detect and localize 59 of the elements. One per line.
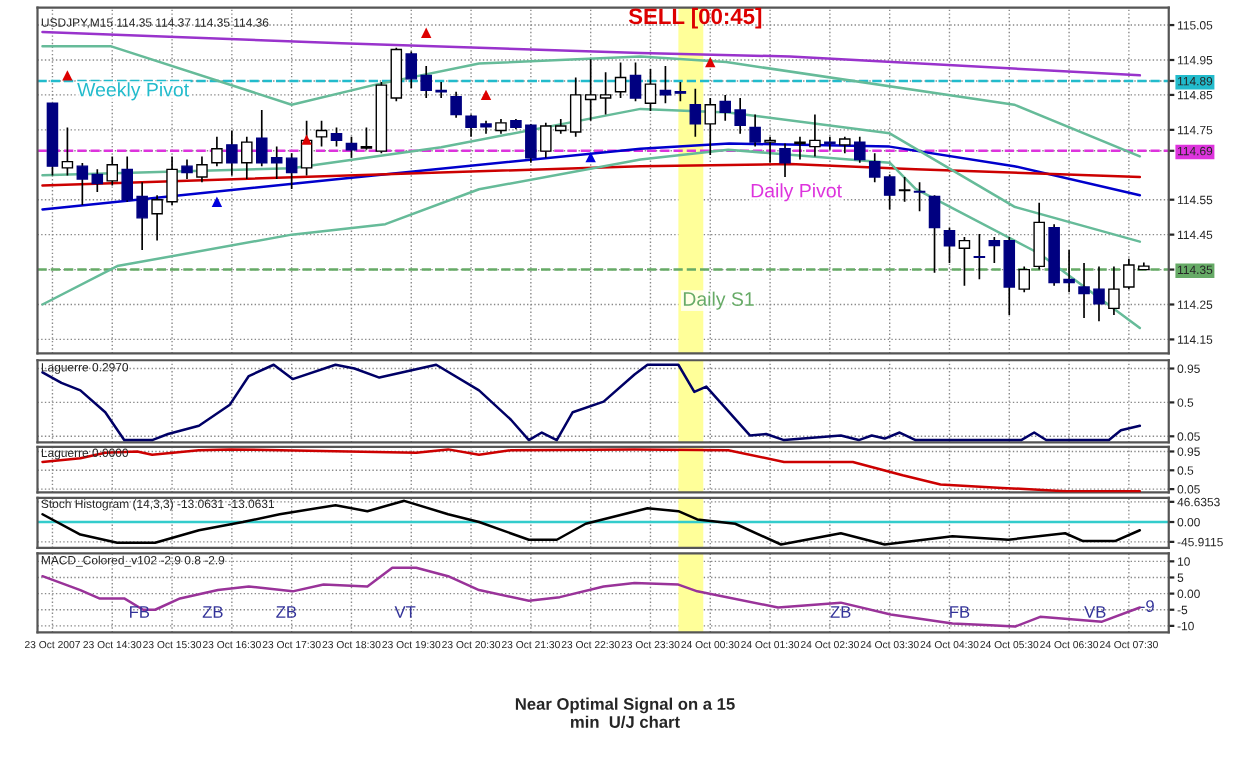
annotation: ZB [276, 606, 297, 618]
point [705, 56, 716, 68]
line-series [41, 30, 1142, 77]
candlestick [764, 136, 776, 164]
candlestick [1108, 265, 1120, 316]
candlestick [285, 152, 298, 190]
candlestick [76, 162, 89, 206]
line-series [41, 448, 1142, 493]
line-series [41, 499, 1142, 546]
candlestick [943, 226, 956, 264]
annotation: -9 [1140, 600, 1154, 612]
point [62, 70, 73, 81]
candlestick [599, 71, 612, 116]
candlestick [779, 142, 791, 178]
line-series [41, 148, 1142, 330]
ref-line-label: Daily Pivot [751, 183, 842, 202]
point [480, 89, 492, 101]
candlestick [629, 61, 642, 103]
ref-line-label: Daily S1 [683, 291, 754, 310]
candlestick [973, 233, 986, 281]
candlestick [704, 97, 717, 156]
candlestick [988, 236, 1001, 264]
point [585, 151, 596, 163]
candlestick [1033, 202, 1045, 271]
candlestick [211, 136, 223, 168]
annotation: ZB [202, 606, 223, 618]
annotation: FB [130, 606, 150, 618]
ref-line-label: Weekly Pivot [77, 82, 189, 101]
candlestick [584, 58, 597, 122]
line-series [41, 566, 1142, 628]
candlestick [913, 181, 926, 213]
annotation: VB [1084, 606, 1106, 618]
candlestick [315, 119, 328, 148]
candlestick [674, 81, 687, 103]
annotation: VT [394, 606, 416, 618]
point [301, 134, 312, 145]
line-series [41, 142, 1142, 211]
candlestick [1018, 265, 1031, 294]
candlestick [360, 126, 373, 151]
annotation: ZB [830, 606, 851, 618]
candlestick [614, 61, 627, 99]
line-series [41, 45, 1142, 158]
annotation: FB [950, 606, 970, 618]
candlestick [644, 68, 657, 112]
line-series [41, 363, 1142, 442]
candlestick [958, 236, 971, 287]
candlestick [450, 90, 462, 119]
point [421, 27, 432, 38]
candlestick [196, 155, 208, 184]
text: Near Optimal Signal on a 15 min U/J chart [515, 697, 735, 729]
annotation: SELL [00:45] [628, 7, 762, 29]
point [211, 196, 223, 207]
candlestick [928, 194, 941, 274]
candlestick [330, 126, 343, 148]
candlestick [61, 126, 74, 177]
candlestick [898, 176, 911, 203]
candlestick [241, 136, 253, 180]
candlestick [659, 65, 672, 105]
candlestick [106, 155, 119, 187]
